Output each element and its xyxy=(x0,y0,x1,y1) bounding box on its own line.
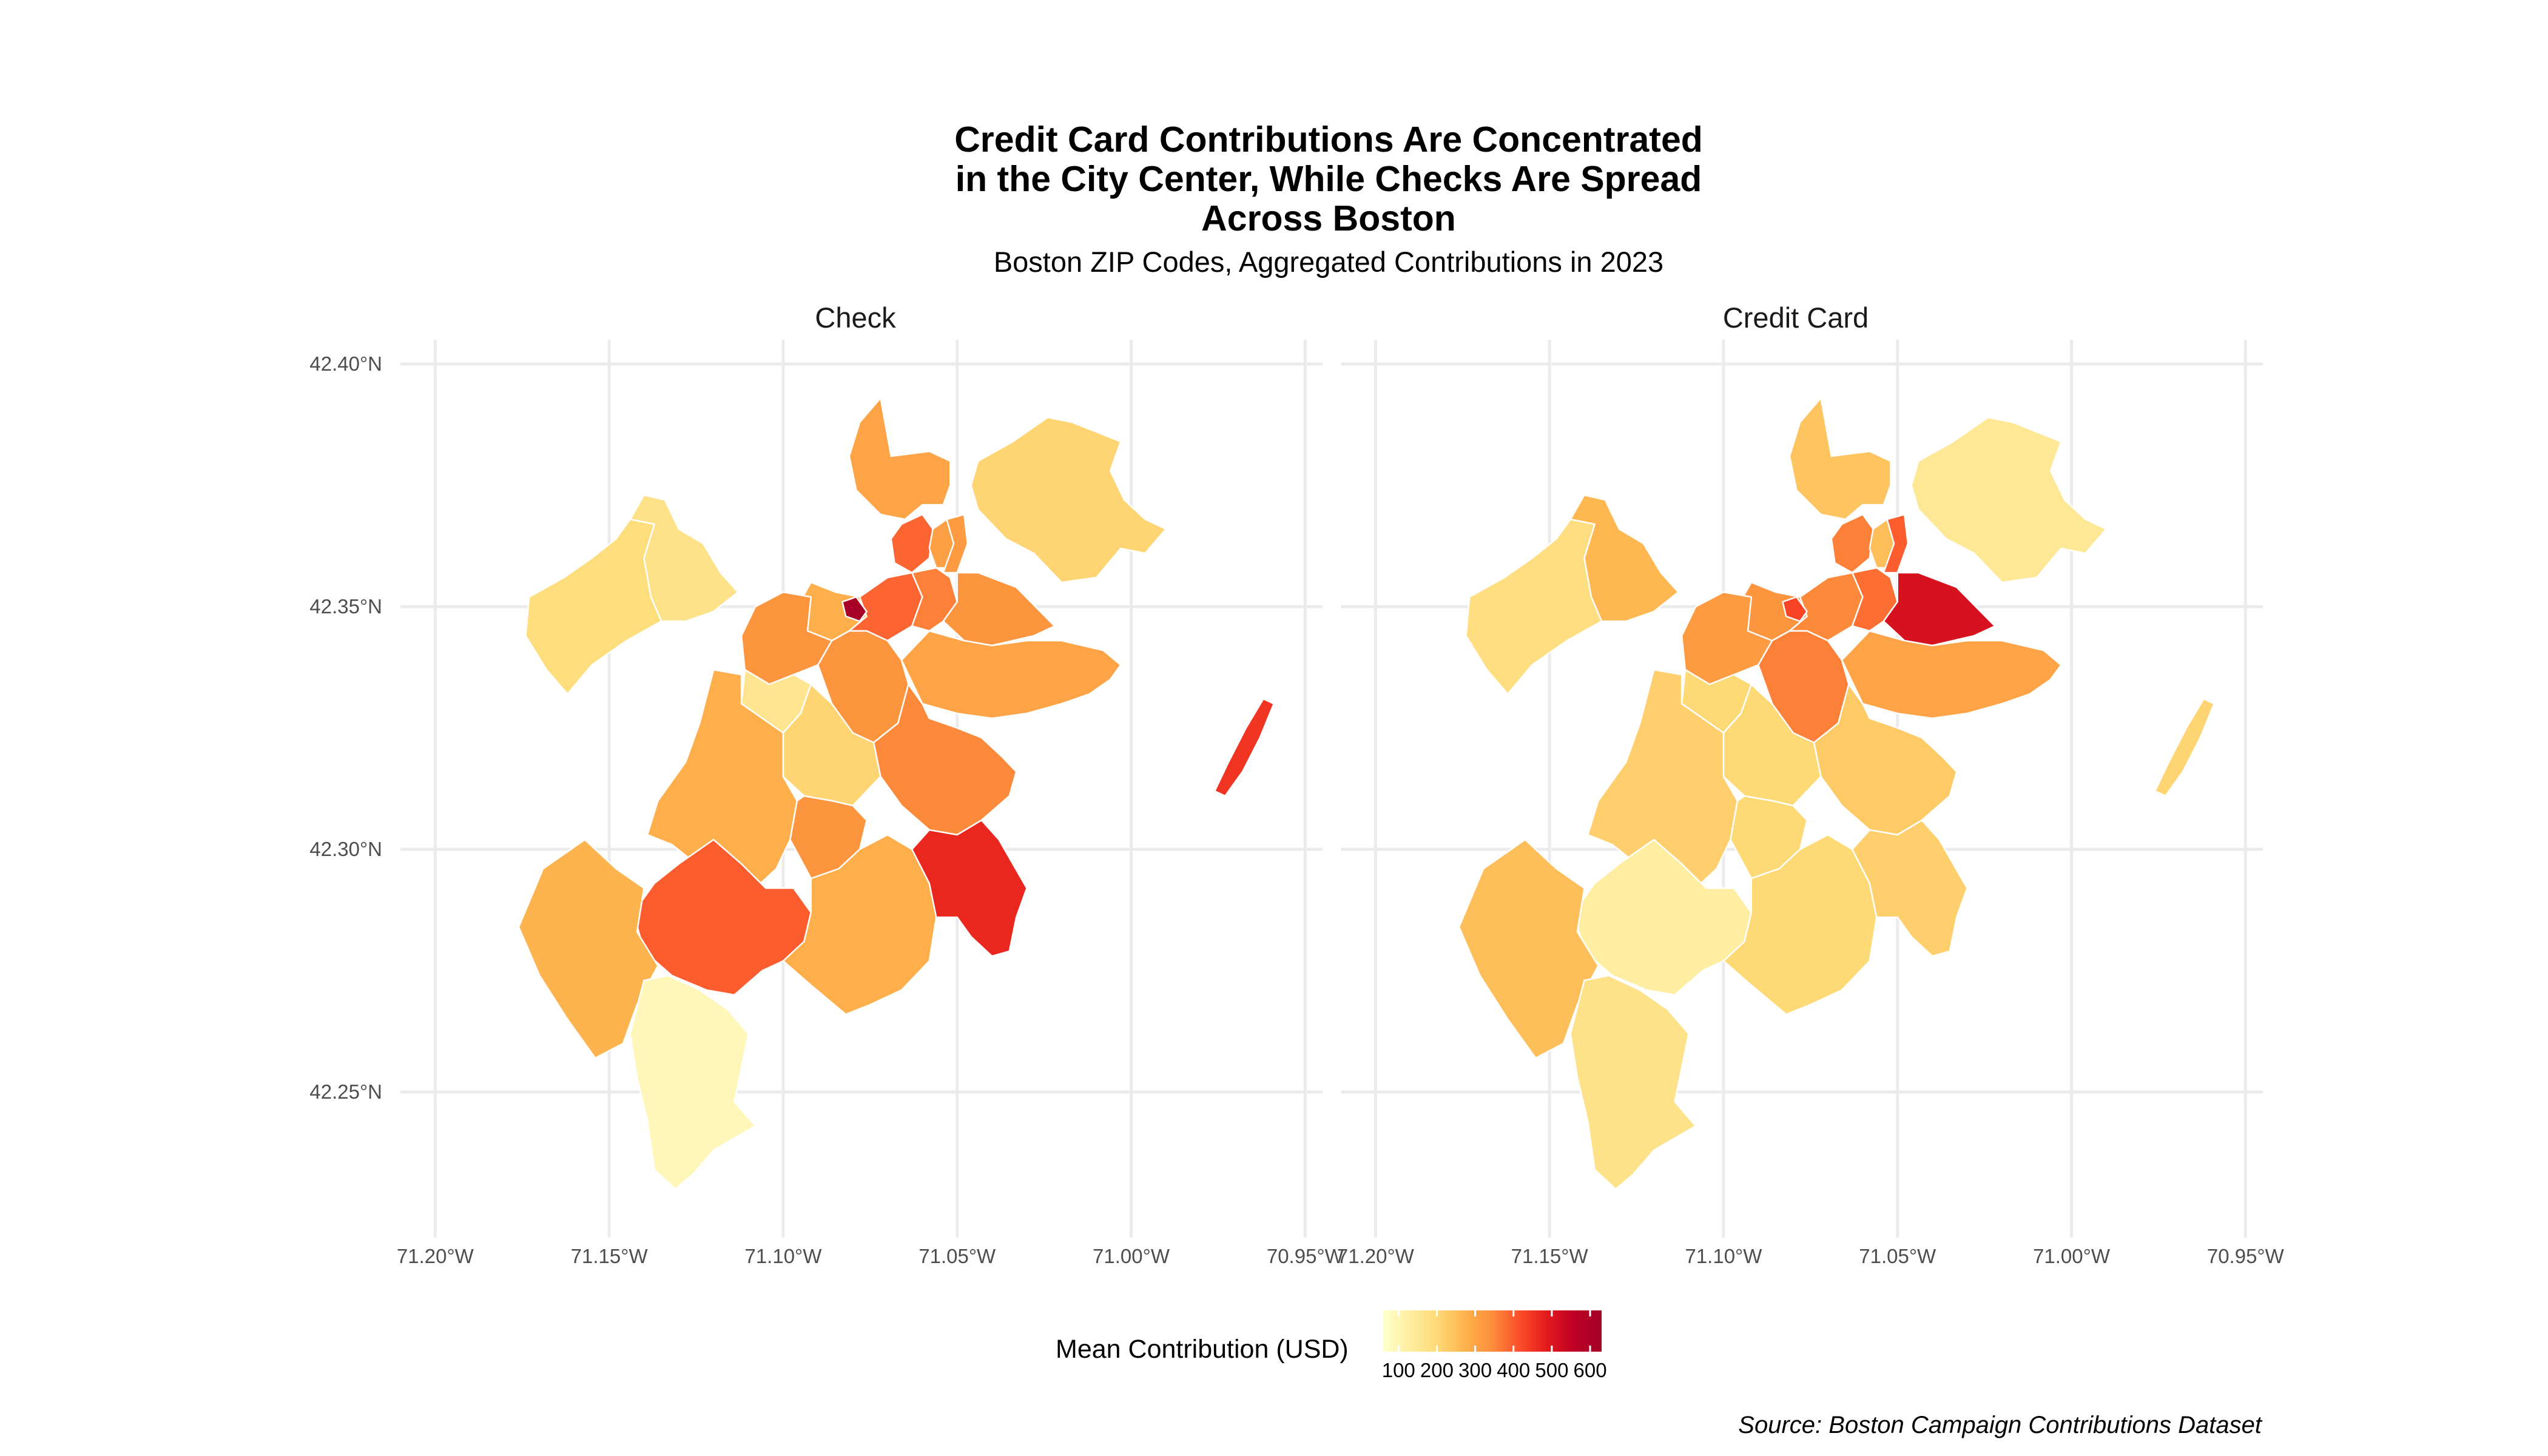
zip-region-long-island-check xyxy=(1213,698,1275,797)
zip-regions-credit-card xyxy=(1458,397,2215,1190)
zip-region-jamaica-plain-credit-card xyxy=(1586,669,1739,889)
zip-region-fenway-credit-card xyxy=(1788,571,1864,642)
map-panel-check: 71.20°W 71.15°W 71.10°W 71.05°W 71.00°W 70.95… xyxy=(309,340,1344,1267)
x-tick-label-check-3: 71.05°W xyxy=(918,1245,996,1267)
x-tick-label-credit-card-0: 71.20°W xyxy=(1337,1245,1415,1267)
zip-region-roslindale-credit-card xyxy=(1573,838,1753,996)
zip-region-fenway-check xyxy=(848,571,923,642)
zip-region-roslindale-check xyxy=(633,838,812,996)
legend-title: Mean Contribution (USD) xyxy=(1056,1335,1349,1364)
zip-region-north-end-credit-card xyxy=(1830,513,1874,574)
legend-colorbar xyxy=(1383,1310,1602,1352)
zip-region-brighton-credit-card xyxy=(1465,499,1603,695)
facet-label-check: Check xyxy=(815,302,896,334)
x-tick-label-credit-card-5: 70.95°W xyxy=(2207,1245,2285,1267)
legend-tick-label-0: 100 xyxy=(1382,1359,1415,1381)
zip-region-west-roxbury-check xyxy=(517,838,659,1059)
legend-tick-label-1: 200 xyxy=(1420,1359,1454,1381)
zip-region-mattapan-hp-check xyxy=(629,974,757,1190)
legend-ticks: 100 200 300 400 500 600 xyxy=(1382,1310,1607,1381)
zip-region-west-roxbury-credit-card xyxy=(1458,838,1599,1059)
x-tick-label-credit-card-3: 71.05°W xyxy=(1859,1245,1936,1267)
y-tick-labels-check: 42.25°N 42.30°N 42.35°N 42.40°N xyxy=(309,352,382,1103)
zip-region-neponset-check xyxy=(911,819,1028,957)
zip-region-brighton-check xyxy=(525,499,662,695)
color-legend: Mean Contribution (USD) 100 200 300 400 500 6… xyxy=(1056,1310,1607,1381)
map-panel-credit-card: 71.20°W 71.15°W 71.10°W 71.05°W 71.00°W 70.95… xyxy=(1337,340,2285,1267)
zip-region-allston-check xyxy=(629,494,739,622)
chart-subtitle: Boston ZIP Codes, Aggregated Contributio… xyxy=(994,246,1663,278)
zip-region-dorchester-s-credit-card xyxy=(1722,834,1878,1016)
zip-region-seaport-check xyxy=(942,571,1056,647)
zip-region-beacon-hill-check xyxy=(841,596,868,622)
legend-tick-label-5: 600 xyxy=(1574,1359,1607,1381)
y-tick-label-2: 42.35°N xyxy=(309,595,382,618)
zip-region-dorchester-n-check xyxy=(872,683,1017,836)
zip-region-north-end-check xyxy=(890,513,934,574)
legend-tick-label-2: 300 xyxy=(1458,1359,1492,1381)
y-tick-label-0: 42.25°N xyxy=(309,1080,382,1103)
legend-tick-label-4: 500 xyxy=(1535,1359,1568,1381)
x-tick-labels-check: 71.20°W 71.15°W 71.10°W 71.05°W 71.00°W 70.95… xyxy=(397,1245,1344,1267)
x-tick-label-check-5: 70.95°W xyxy=(1267,1245,1344,1267)
zip-region-jamaica-plain-check xyxy=(646,669,798,889)
x-tick-label-check-1: 71.15°W xyxy=(571,1245,649,1267)
zip-region-charlestown-credit-card xyxy=(1788,397,1892,521)
zip-region-dorchester-n-credit-card xyxy=(1813,683,1958,836)
zip-region-allston-credit-card xyxy=(1569,494,1679,622)
zip-region-east-boston-credit-card xyxy=(1910,416,2108,584)
zip-region-east-boston-check xyxy=(970,416,1167,584)
x-tick-label-credit-card-2: 71.10°W xyxy=(1685,1245,1762,1267)
chart-title-line-3: Across Boston xyxy=(1201,198,1456,238)
zip-regions-check xyxy=(517,397,1275,1190)
zip-region-dorchester-s-check xyxy=(782,834,937,1016)
zip-region-charlestown-check xyxy=(848,397,951,521)
zip-region-neponset-credit-card xyxy=(1851,819,1968,957)
y-tick-label-1: 42.30°N xyxy=(309,838,382,860)
source-caption: Source: Boston Campaign Contributions Da… xyxy=(1738,1412,2263,1438)
legend-tick-label-3: 400 xyxy=(1497,1359,1530,1381)
chart-title-line-2: in the City Center, While Checks Are Spr… xyxy=(956,159,1702,199)
x-tick-label-check-2: 71.10°W xyxy=(744,1245,822,1267)
zip-region-south-boston-credit-card xyxy=(1841,630,2062,720)
x-tick-label-credit-card-4: 71.00°W xyxy=(2033,1245,2111,1267)
facet-label-credit-card: Credit Card xyxy=(1723,302,1869,334)
zip-region-beacon-hill-credit-card xyxy=(1782,596,1808,622)
x-tick-labels-credit-card: 71.20°W 71.15°W 71.10°W 71.05°W 71.00°W 70.95… xyxy=(1337,1245,2285,1267)
zip-region-mattapan-hp-credit-card xyxy=(1569,974,1697,1190)
y-tick-label-3: 42.40°N xyxy=(309,352,382,375)
zip-region-seaport-credit-card xyxy=(1882,571,1996,647)
x-tick-label-check-0: 71.20°W xyxy=(397,1245,474,1267)
zip-region-south-boston-check xyxy=(900,630,1122,720)
chart-title-line-1: Credit Card Contributions Are Concentrat… xyxy=(954,120,1703,160)
zip-region-long-island-credit-card xyxy=(2154,698,2215,797)
x-tick-label-credit-card-1: 71.15°W xyxy=(1511,1245,1589,1267)
x-tick-label-check-4: 71.00°W xyxy=(1093,1245,1170,1267)
